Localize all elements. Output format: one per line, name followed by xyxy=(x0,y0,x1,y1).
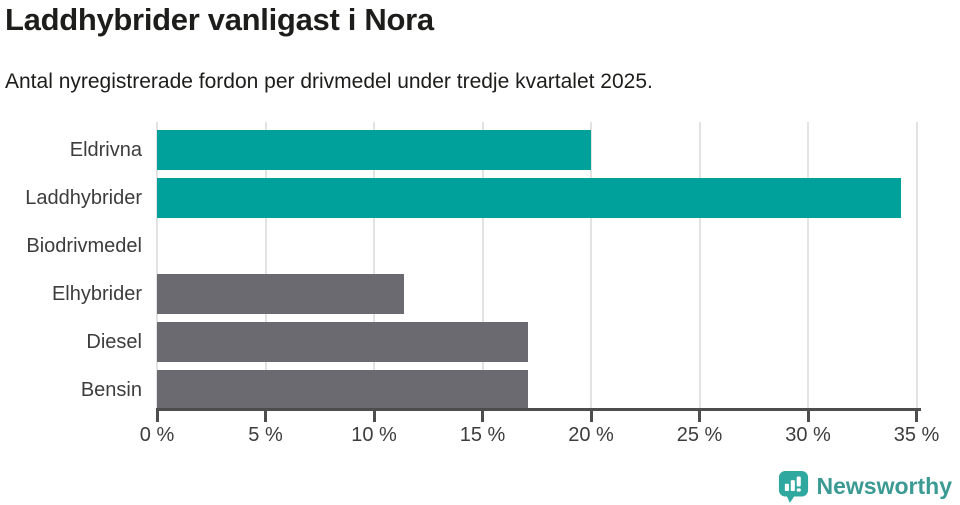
bar-elhybrider xyxy=(157,274,405,314)
chart-title: Laddhybrider vanligast i Nora xyxy=(5,2,434,37)
gridline-20-percent xyxy=(590,122,592,408)
x-axis-tick-label-30: 30 % xyxy=(785,424,831,446)
gridline-5-percent xyxy=(264,122,267,408)
newsworthy-barchart-speech-bubble-icon xyxy=(778,470,809,503)
newsworthy-brand-text: Newsworthy xyxy=(816,473,952,499)
x-axis-tick-15 xyxy=(481,411,484,422)
bar-eldrivna xyxy=(157,130,591,170)
gridline-10-percent xyxy=(373,122,375,408)
bar-bensin xyxy=(157,370,529,410)
chart-subtitle: Antal nyregistrerade fordon per drivmede… xyxy=(5,70,653,93)
x-axis-tick-label-5: 5 % xyxy=(248,424,283,446)
x-axis-tick-5 xyxy=(264,411,267,422)
x-axis-tick-10 xyxy=(372,411,376,422)
x-axis-tick-label-20: 20 % xyxy=(568,424,614,446)
newsworthy-logo: Newsworthy xyxy=(778,470,952,503)
gridline-35-percent xyxy=(915,122,918,408)
category-label-diesel: Diesel xyxy=(86,331,142,353)
x-axis-tick-label-0: 0 % xyxy=(139,424,175,446)
bar-laddhybrider xyxy=(157,178,902,218)
x-axis-tick-0 xyxy=(155,411,159,422)
x-axis-tick-20 xyxy=(589,411,593,422)
x-axis-line xyxy=(156,408,921,411)
gridline-0-percent xyxy=(156,122,158,408)
gridline-15-percent xyxy=(481,122,484,408)
x-axis-tick-30 xyxy=(806,411,810,422)
x-axis-tick-label-35: 35 % xyxy=(893,424,940,446)
x-axis-tick-label-25: 25 % xyxy=(676,424,723,446)
category-label-eldrivna: Eldrivna xyxy=(69,139,142,161)
category-label-elhybrider: Elhybrider xyxy=(51,283,142,305)
x-axis-tick-label-15: 15 % xyxy=(459,424,506,446)
bar-diesel xyxy=(157,322,529,362)
category-label-bensin: Bensin xyxy=(80,379,142,401)
x-axis-tick-35 xyxy=(915,411,918,422)
category-label-biodrivmedel: Biodrivmedel xyxy=(26,235,142,257)
x-axis-tick-label-10: 10 % xyxy=(351,424,397,446)
gridline-25-percent xyxy=(698,122,701,408)
gridline-30-percent xyxy=(807,122,809,408)
category-label-laddhybrider: Laddhybrider xyxy=(25,187,142,209)
x-axis-tick-25 xyxy=(698,411,701,422)
